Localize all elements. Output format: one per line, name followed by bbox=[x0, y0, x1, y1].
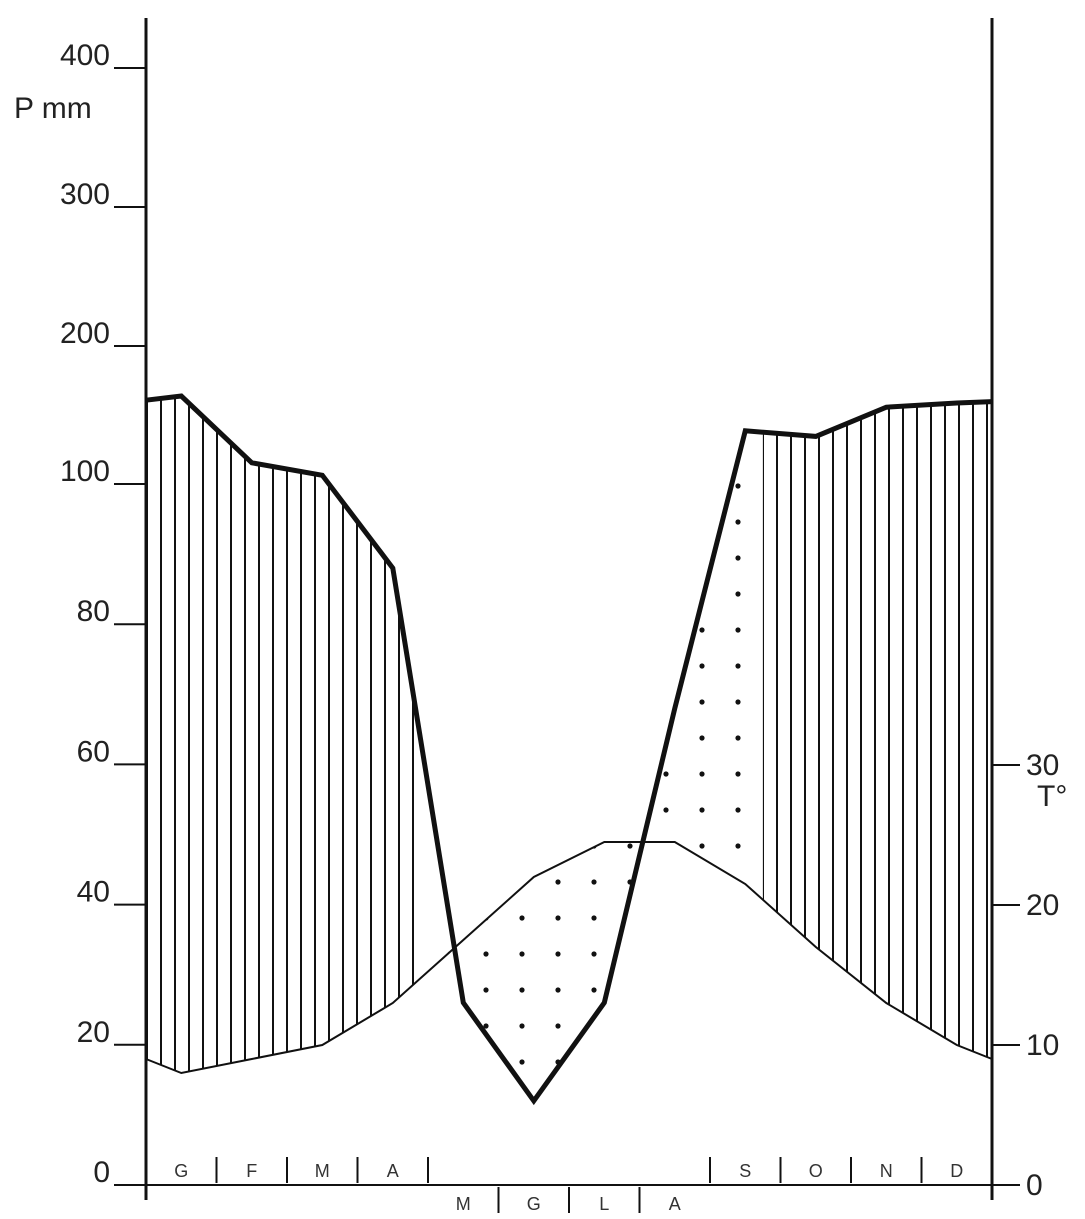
left-tick-label: 60 bbox=[77, 735, 110, 768]
month-label: O bbox=[809, 1161, 823, 1181]
month-label: M bbox=[315, 1161, 330, 1181]
left-tick-label: 40 bbox=[77, 876, 110, 909]
left-tick-label: 400 bbox=[60, 39, 110, 72]
left-tick-label: 20 bbox=[77, 1016, 110, 1049]
month-label: G bbox=[527, 1194, 541, 1214]
month-label: G bbox=[174, 1161, 188, 1181]
month-label: N bbox=[880, 1161, 893, 1181]
left-axis-ticks: 0 20 40 60 80 100 200 300 400 bbox=[60, 39, 146, 1189]
month-labels: G F M A S O N D M G L A bbox=[174, 1157, 963, 1214]
left-tick-label: 0 bbox=[93, 1156, 110, 1189]
left-tick-label: 200 bbox=[60, 317, 110, 350]
left-tick-label: 300 bbox=[60, 178, 110, 211]
right-axis-ticks: 0 10 20 30 bbox=[992, 749, 1059, 1202]
month-label: L bbox=[599, 1194, 609, 1214]
month-label: S bbox=[739, 1161, 751, 1181]
left-axis-title: P mm bbox=[14, 92, 92, 125]
temperature-line bbox=[145, 841, 993, 1075]
month-label: A bbox=[387, 1161, 399, 1181]
right-tick-label: 30 bbox=[1026, 749, 1059, 782]
month-label: A bbox=[669, 1194, 681, 1214]
right-tick-label: 0 bbox=[1026, 1169, 1043, 1202]
month-label: D bbox=[950, 1161, 963, 1181]
right-tick-label: 10 bbox=[1026, 1029, 1059, 1062]
series-layer bbox=[145, 393, 993, 1106]
precipitation-line bbox=[145, 393, 993, 1106]
left-tick-label: 100 bbox=[60, 455, 110, 488]
left-tick-label: 80 bbox=[77, 595, 110, 628]
right-axis-title: T° bbox=[1037, 780, 1067, 813]
month-label: F bbox=[246, 1161, 257, 1181]
right-tick-label: 20 bbox=[1026, 889, 1059, 922]
month-label: M bbox=[456, 1194, 471, 1214]
